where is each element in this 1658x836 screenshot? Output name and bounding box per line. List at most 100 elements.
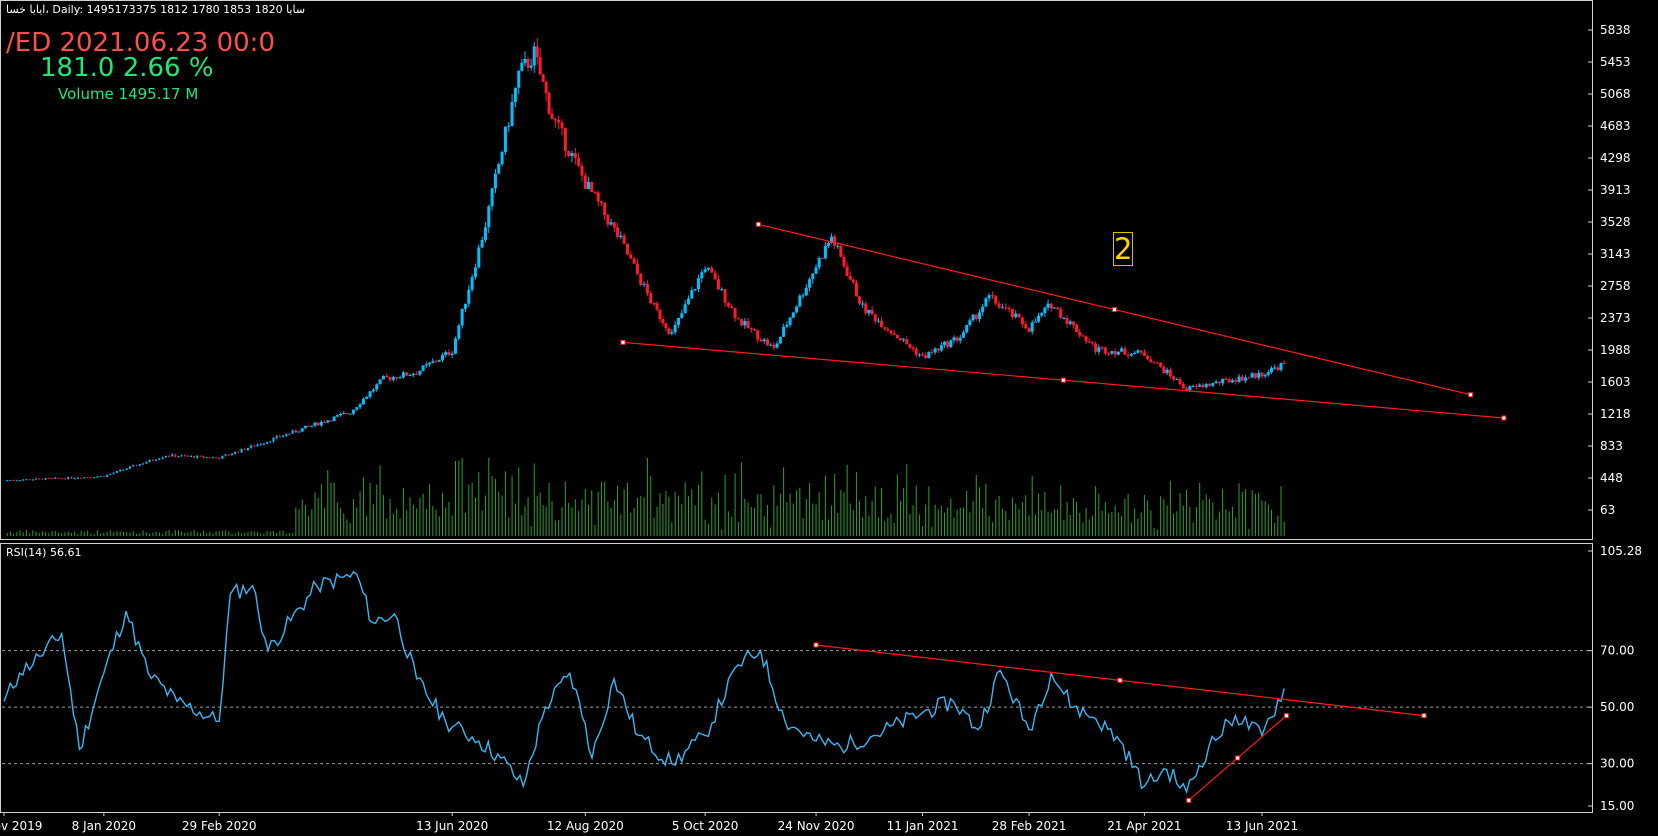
bear-candle-body [553, 119, 557, 121]
bull-candle-body [378, 379, 382, 385]
bear-candle-body [1247, 377, 1251, 379]
trendline-handle[interactable] [1235, 755, 1241, 761]
rsi-line [3, 570, 1285, 795]
bear-candle-body [60, 478, 63, 480]
bear-candle-body [1149, 359, 1153, 363]
bull-candle-body [211, 457, 214, 459]
bull-candle-body [1279, 363, 1283, 371]
trendline-handle[interactable] [1283, 713, 1289, 719]
bear-candle-body [1090, 342, 1094, 344]
bull-candle-body [743, 321, 747, 326]
trendline-handle[interactable] [1117, 677, 1123, 683]
bull-candle-body [587, 182, 591, 189]
price-tick-label: 4298 [1600, 151, 1631, 165]
trendline-handle[interactable] [1111, 307, 1117, 313]
bear-candle-body [1240, 376, 1244, 381]
bull-candle-body [683, 304, 687, 314]
bull-candle-body [670, 332, 674, 334]
trendline-handle[interactable] [1421, 713, 1427, 719]
time-tick-label: 24 Nov 2019 [0, 819, 42, 833]
bear-candle-body [990, 295, 994, 297]
bull-candle-body [785, 324, 789, 327]
trendline-handle[interactable] [1501, 415, 1507, 421]
bear-candle-body [385, 375, 389, 378]
bull-candle-body [272, 437, 275, 442]
bear-candle-body [1159, 362, 1163, 367]
bull-candle-body [437, 359, 441, 362]
bull-candle-body [269, 441, 272, 443]
bull-candle-body [817, 258, 821, 268]
bull-candle-body [778, 336, 782, 344]
bull-candle-body [67, 477, 70, 479]
time-axis: 24 Nov 2019 8 Jan 2020 29 Feb 2020 13 Jun 2… [0, 812, 1298, 833]
bear-candle-body [174, 454, 177, 457]
bear-candle-body [612, 222, 616, 228]
bull-candle-body [1037, 315, 1041, 322]
bear-candle-body [567, 150, 571, 157]
bull-candle-body [35, 478, 38, 480]
bull-candle-body [398, 377, 402, 379]
bear-candle-body [388, 377, 392, 380]
bull-candle-body [801, 295, 805, 297]
trendline-handle[interactable] [620, 339, 626, 345]
bull-candle-body [480, 240, 484, 248]
bull-candle-body [428, 362, 432, 365]
bull-candle-body [76, 477, 79, 479]
trendline-handle[interactable] [1186, 797, 1192, 803]
trendline-handle[interactable] [813, 642, 819, 648]
bear-candle-body [622, 235, 626, 244]
bull-candle-body [808, 279, 812, 288]
bear-candle-body [70, 477, 73, 479]
bull-candle-body [22, 479, 25, 481]
trendline-handle[interactable] [1468, 392, 1474, 398]
bear-candle-body [1049, 303, 1053, 309]
bull-candle-body [83, 477, 86, 479]
bear-candle-body [1201, 384, 1205, 388]
price-tick-label: 1218 [1600, 407, 1631, 421]
bull-candle-body [96, 476, 99, 478]
bear-candle-body [573, 153, 577, 158]
bull-candle-body [720, 289, 724, 291]
last-bar-date: /ED 2021.06.23 00:0 [6, 28, 275, 58]
bull-candle-body [1043, 307, 1047, 314]
bull-candle-body [99, 476, 102, 478]
bull-candle-body [1211, 383, 1215, 386]
bull-candle-body [673, 324, 677, 333]
bear-candle-body [307, 425, 311, 427]
bear-candle-body [541, 74, 545, 83]
bull-candle-body [1129, 353, 1133, 356]
wave-label-2[interactable]: 2 [1113, 232, 1133, 266]
bear-candle-body [557, 119, 561, 123]
bull-candle-body [31, 479, 34, 481]
bull-candle-body [933, 348, 937, 353]
bear-candle-body [580, 165, 584, 176]
bear-candle-body [47, 478, 50, 480]
rsi-tick-label: 15.00 [1600, 799, 1634, 813]
bear-candle-body [921, 354, 925, 356]
bear-candle-body [186, 455, 189, 457]
bull-candle-body [450, 353, 454, 355]
trendline-handle[interactable] [755, 221, 761, 227]
bull-candle-body [9, 480, 12, 482]
bear-candle-body [183, 455, 186, 457]
bear-candle-body [726, 302, 730, 307]
bear-candle-body [639, 273, 643, 285]
trendline-handle[interactable] [1060, 377, 1066, 383]
bull-candle-body [642, 283, 646, 285]
time-tick-label: 8 Jan 2020 [72, 819, 136, 833]
price-trendlines[interactable] [620, 221, 1507, 421]
bear-candle-body [733, 308, 737, 319]
bull-candle-body [943, 341, 947, 346]
rsi-tick-label: 105.28 [1600, 544, 1642, 558]
bull-candle-body [952, 337, 956, 341]
bull-candle-body [902, 339, 906, 341]
bull-candle-body [326, 420, 330, 423]
bear-candle-body [753, 329, 757, 331]
bull-candle-body [1273, 367, 1277, 369]
price-candles[interactable] [6, 38, 1286, 482]
rsi-trendlines[interactable] [813, 642, 1427, 803]
bull-candle-body [949, 340, 953, 348]
bear-candle-body [12, 480, 15, 482]
